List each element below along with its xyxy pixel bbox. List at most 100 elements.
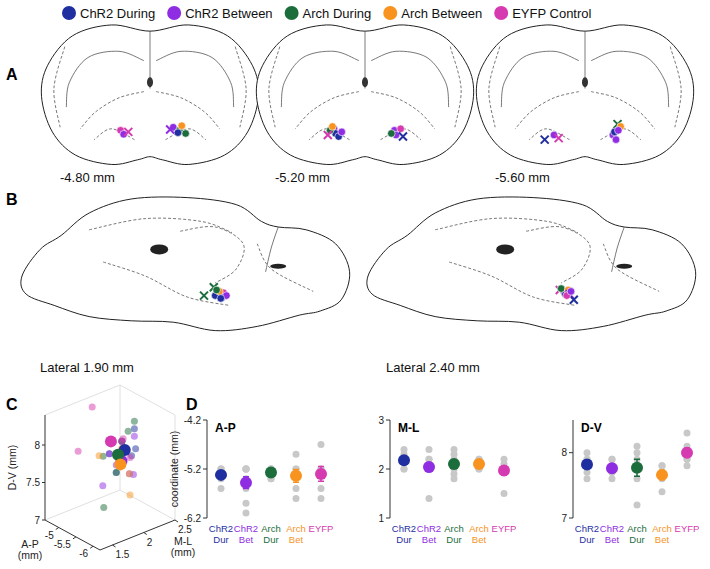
- legend-swatch: [167, 6, 181, 20]
- placement-x: [399, 133, 407, 141]
- category-label: ChR2: [392, 523, 416, 534]
- placement-dot: [213, 286, 221, 294]
- plot-title: M-L: [398, 421, 419, 435]
- individual-point: [634, 449, 641, 456]
- panel-letter: C: [6, 396, 18, 413]
- tick: [386, 518, 390, 519]
- panel-letter: A: [6, 66, 18, 83]
- placement-x: [166, 126, 174, 134]
- atlas-boundary: [269, 47, 280, 128]
- atlas-boundary: [603, 244, 659, 292]
- atlas-boundary: [529, 129, 569, 140]
- tick-label: -6: [79, 548, 88, 559]
- legend-label: EYFP Control: [512, 6, 591, 21]
- sagittal-section: [367, 197, 696, 331]
- mean-point: [215, 469, 227, 481]
- placement-dot: [217, 295, 225, 303]
- tick: [42, 482, 45, 483]
- section-label: Lateral 1.90 mm: [40, 360, 134, 375]
- tick: [203, 420, 207, 421]
- tick: [73, 537, 76, 539]
- dot-plot: -6.2-5.2-4.2A-Pcoordinate (mm)ChR2DurChR…: [168, 415, 333, 546]
- category-label: ChR2: [234, 523, 258, 534]
- atlas-boundary: [180, 227, 244, 283]
- individual-point: [243, 500, 250, 507]
- individual-point: [401, 466, 408, 473]
- individual-point: [243, 466, 250, 473]
- axis-label: coordinate (mm): [168, 431, 180, 507]
- box-edge: [120, 385, 175, 415]
- section-label: -4.80 mm: [60, 170, 115, 185]
- atlas-boundary: [66, 51, 144, 107]
- plot-title: A-P: [215, 421, 236, 435]
- scatter-point: [127, 492, 134, 499]
- atlas-boundary: [257, 244, 313, 292]
- mean-point: [631, 462, 643, 474]
- ventricle: [582, 77, 588, 87]
- mean-point: [105, 435, 117, 447]
- category-label: ChR2: [417, 523, 441, 534]
- atlas-boundary: [670, 47, 681, 128]
- individual-point: [451, 475, 458, 482]
- axis-label: A-P(mm): [18, 538, 43, 561]
- atlas-boundary: [156, 92, 220, 129]
- category-label: Dur: [629, 534, 644, 545]
- dot-plot: 78D-VChR2DurChR2BetArchDurArchBetEYFP: [561, 420, 699, 545]
- scatter-point: [106, 450, 113, 457]
- brain-outline: [476, 25, 693, 165]
- x-axis: [45, 520, 100, 550]
- atlas-boundary: [371, 92, 435, 129]
- atlas-boundary: [591, 51, 669, 107]
- tick: [386, 469, 390, 470]
- category-label: ChR2: [575, 523, 599, 534]
- mean-point: [681, 447, 693, 459]
- category-label: EYFP: [675, 523, 700, 534]
- ventricle: [496, 244, 514, 254]
- atlas-boundary: [501, 51, 579, 107]
- individual-point: [584, 475, 591, 482]
- individual-point: [659, 462, 666, 469]
- category-label: Arch: [444, 523, 464, 534]
- mean-point: [423, 461, 435, 473]
- individual-point: [609, 456, 616, 463]
- category-label: Dur: [263, 534, 278, 545]
- mean-point: [448, 458, 460, 470]
- category-label: Arch: [261, 523, 281, 534]
- individual-point: [293, 485, 300, 492]
- tick-label: -4.2: [184, 415, 202, 426]
- scatter-point: [118, 438, 125, 445]
- atlas-boundary: [526, 227, 590, 283]
- atlas-boundary: [450, 47, 461, 128]
- placement-dot: [388, 130, 396, 138]
- scatter-point: [118, 438, 125, 445]
- tick-label: 8: [34, 440, 40, 451]
- individual-point: [426, 446, 433, 453]
- category-label: Bet: [655, 534, 670, 545]
- coronal-section: [41, 25, 258, 165]
- tick: [113, 545, 116, 547]
- individual-point: [243, 510, 250, 517]
- axis-label: D-V (mm): [6, 445, 18, 491]
- marks: [398, 446, 510, 502]
- legend-swatch: [62, 6, 76, 20]
- box-edge: [45, 385, 120, 415]
- scatter-point: [106, 450, 113, 457]
- individual-point: [451, 451, 458, 458]
- legend-label: Arch Between: [401, 6, 482, 21]
- brain-outline: [41, 25, 258, 165]
- tick-label: 1: [378, 513, 384, 524]
- mean-point: [240, 477, 252, 489]
- y-axis: [100, 520, 175, 550]
- scatter-point: [118, 438, 125, 445]
- ventricle: [616, 264, 632, 269]
- scatter-point: [131, 433, 138, 440]
- legend-swatch: [494, 6, 508, 20]
- individual-point: [318, 485, 325, 492]
- axis-label-line: (mm): [171, 546, 196, 558]
- placement-x: [124, 128, 132, 136]
- individual-point: [243, 466, 250, 473]
- scatter-point: [131, 425, 138, 432]
- atlas-boundary: [371, 51, 449, 107]
- tick: [203, 518, 207, 519]
- brain-outline: [367, 197, 696, 331]
